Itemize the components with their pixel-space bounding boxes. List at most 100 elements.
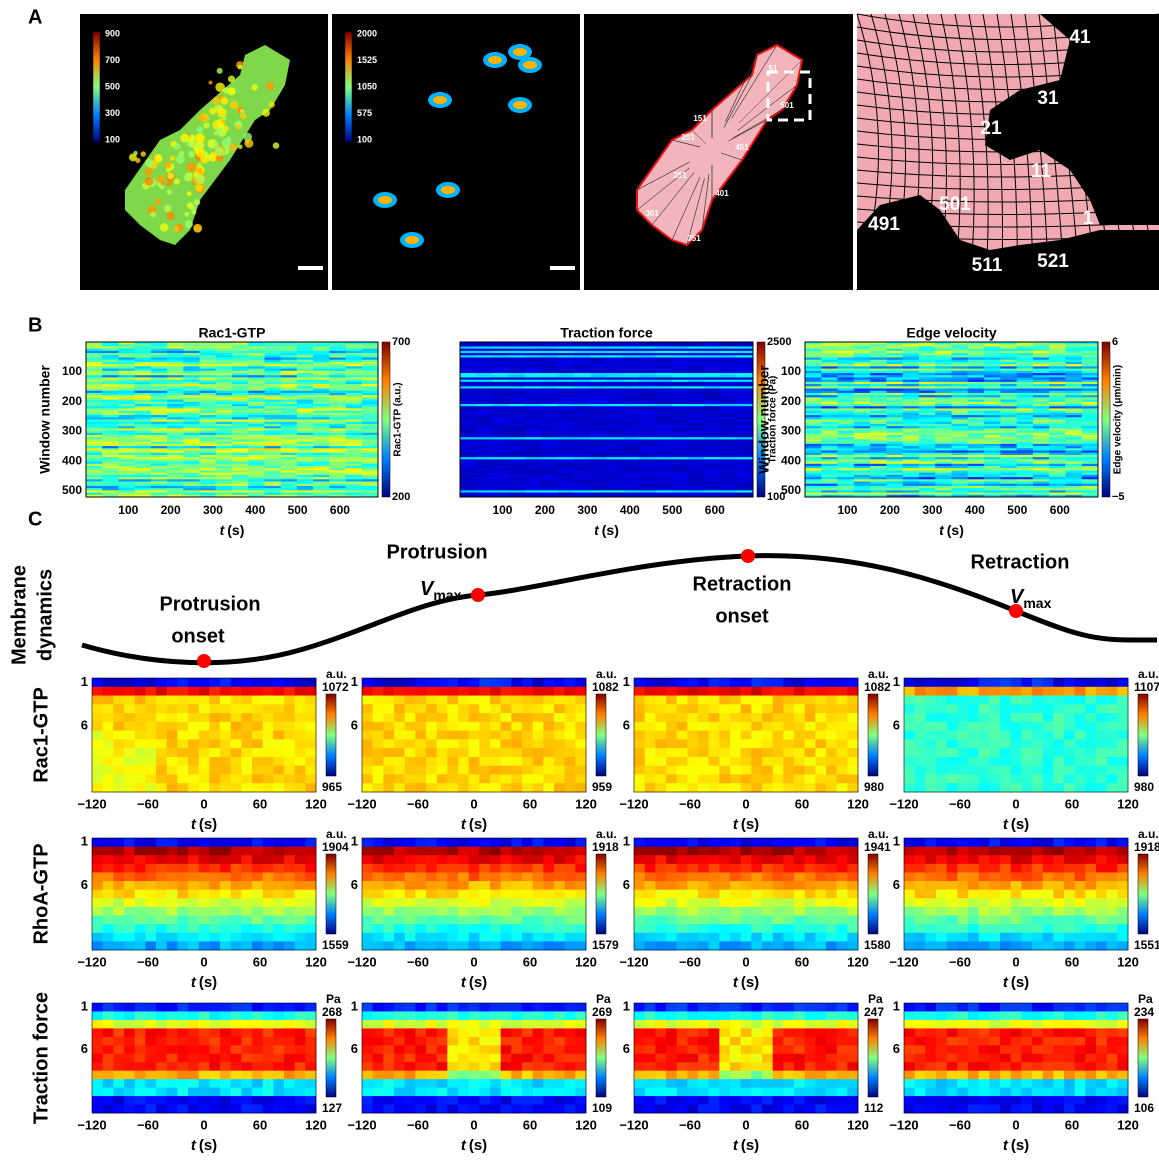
heat-cell: [730, 757, 741, 766]
heat-cell: [177, 739, 188, 748]
heat-cell: [103, 774, 114, 783]
heat-cell: [383, 678, 394, 687]
heat-cell: [847, 739, 858, 748]
heat-cell: [565, 731, 576, 740]
heat-cell: [501, 687, 512, 696]
heat-cell: [383, 774, 394, 783]
heat-cell: [156, 766, 167, 775]
heat-cell: [522, 704, 533, 713]
heat-cell: [773, 678, 784, 687]
heat-cell: [156, 696, 167, 705]
blob: [523, 61, 537, 69]
heat-cell: [231, 748, 242, 757]
heat-cell: [362, 757, 373, 766]
heat-cell: [655, 696, 666, 705]
heat-cell: [124, 731, 135, 740]
heat-cell: [730, 678, 741, 687]
heat-cell: [805, 722, 816, 731]
label: 1: [81, 674, 88, 689]
heat-cell: [167, 757, 178, 766]
heat-cell: [209, 713, 220, 722]
heat-cell: [469, 757, 480, 766]
heat-cell: [231, 731, 242, 740]
speckle: [180, 134, 189, 143]
heat-cell: [469, 687, 480, 696]
speckle: [229, 144, 236, 151]
heat-cell: [362, 731, 373, 740]
heat-cell: [92, 748, 103, 757]
heat-cell: [826, 739, 837, 748]
heat-cell: [437, 757, 448, 766]
heat-cell: [709, 678, 720, 687]
heat-cell: [273, 766, 284, 775]
speckle: [160, 223, 169, 232]
heat-cell: [469, 748, 480, 757]
heat-cell: [220, 678, 231, 687]
heat-cell: [167, 783, 178, 792]
axis-label: Window number: [37, 365, 53, 474]
heat-cell: [709, 748, 720, 757]
label: 1: [1083, 208, 1094, 229]
heat-cell: [92, 722, 103, 731]
heat-cell: [92, 757, 103, 766]
heat-cell: [426, 704, 437, 713]
label: 200: [62, 394, 82, 408]
heat-cell: [252, 713, 263, 722]
heat-cell: [847, 722, 858, 731]
heat-cell: [231, 687, 242, 696]
heat-cell: [666, 731, 677, 740]
heat-cell: [469, 678, 480, 687]
heat-cell: [252, 722, 263, 731]
speckle: [195, 184, 202, 191]
heat-cell: [533, 696, 544, 705]
label: 300: [105, 108, 120, 118]
heat-cell: [575, 748, 586, 757]
label: 511: [972, 255, 1003, 276]
heat-cell: [522, 713, 533, 722]
heat-cell: [783, 722, 794, 731]
heat-cell: [362, 687, 373, 696]
heat-cell: [305, 757, 316, 766]
heat-cell: [837, 713, 848, 722]
heat-cell: [415, 696, 426, 705]
heat-cell: [655, 757, 666, 766]
heat-cell: [709, 731, 720, 740]
heat-cell: [490, 722, 501, 731]
heat-cell: [199, 687, 210, 696]
label: 2000: [357, 28, 377, 38]
heat-cell: [437, 766, 448, 775]
heat-cell: [805, 739, 816, 748]
heat-cell: [220, 757, 231, 766]
heat-cell: [687, 696, 698, 705]
heat-cell: [124, 704, 135, 713]
heat-cell: [687, 713, 698, 722]
heat-cell: [575, 687, 586, 696]
heat-cell: [762, 748, 773, 757]
heat-cell: [405, 739, 416, 748]
heat-cell: [479, 766, 490, 775]
heat-cell: [373, 731, 384, 740]
heat-cell: [415, 766, 426, 775]
heat-cell: [677, 757, 688, 766]
heat-cell: [490, 757, 501, 766]
heat-cell: [543, 774, 554, 783]
heat-cell: [362, 774, 373, 783]
heat-cell: [156, 678, 167, 687]
heat-cell: [188, 678, 199, 687]
heat-cell: [501, 766, 512, 775]
heat-cell: [124, 748, 135, 757]
heat-cell: [437, 739, 448, 748]
heat-cell: [645, 713, 656, 722]
heat-cell: [762, 731, 773, 740]
heat-cell: [501, 713, 512, 722]
heat-cell: [447, 731, 458, 740]
heat-cell: [447, 678, 458, 687]
label: 200: [392, 491, 410, 503]
heat-cell: [263, 739, 274, 748]
heat-cell: [634, 687, 645, 696]
heat-cell: [220, 722, 231, 731]
speckle: [236, 124, 241, 129]
heat-cell: [815, 696, 826, 705]
heat-cell: [458, 731, 469, 740]
speckle: [196, 167, 202, 173]
